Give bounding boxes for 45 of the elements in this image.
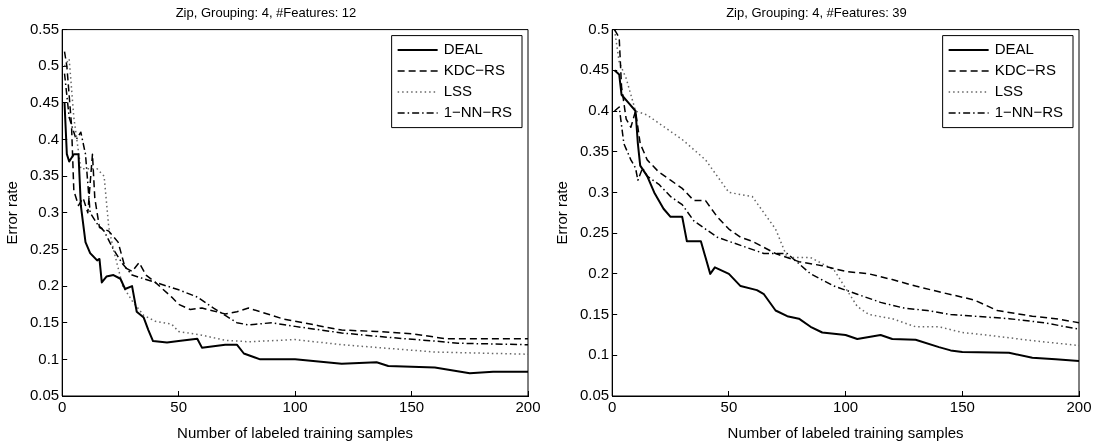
y-tick-label: 0.3 [588, 182, 610, 200]
y-axis-title: Error rate [553, 181, 571, 245]
chart-title: Zip, Grouping: 4, #Features: 39 [726, 5, 907, 21]
x-tick-label: 200 [515, 398, 541, 416]
x-tick-label: 0 [608, 398, 617, 416]
y-tick-label: 0.4 [38, 129, 60, 147]
y-tick-label: 0.05 [29, 386, 60, 404]
y-tick-label: 0.3 [38, 202, 60, 220]
y-tick-label: 0.5 [588, 19, 610, 37]
y-tick-label: 0.5 [38, 56, 60, 74]
legend-label: 1−NN−RS [994, 103, 1064, 121]
legend-label: LSS [443, 82, 472, 100]
legend-label: DEAL [443, 40, 483, 58]
y-tick-label: 0.25 [579, 223, 610, 241]
y-tick-label: 0.45 [579, 60, 610, 78]
x-tick-label: 50 [170, 398, 187, 416]
y-tick-label: 0.15 [579, 304, 610, 322]
legend-label: 1−NN−RS [443, 103, 513, 121]
legend-label: KDC−RS [994, 61, 1056, 79]
y-tick-label: 0.35 [29, 166, 60, 184]
y-tick-label: 0.25 [29, 239, 60, 257]
x-axis-title: Number of labeled training samples [177, 424, 414, 442]
legend-label: LSS [994, 82, 1023, 100]
y-tick-label: 0.55 [29, 19, 60, 37]
y-tick-label: 0.2 [38, 276, 60, 294]
y-tick-label: 0.2 [588, 264, 610, 282]
legend-label: DEAL [994, 40, 1034, 58]
x-axis-title: Number of labeled training samples [727, 424, 964, 442]
y-tick-label: 0.15 [29, 312, 60, 330]
x-tick-label: 50 [720, 398, 738, 416]
x-tick-label: 200 [1066, 398, 1092, 416]
chart-title: Zip, Grouping: 4, #Features: 12 [175, 5, 357, 21]
y-tick-label: 0.1 [38, 349, 60, 367]
y-tick-label: 0.45 [29, 93, 60, 111]
x-tick-label: 100 [282, 398, 308, 416]
x-tick-label: 0 [58, 398, 67, 416]
y-tick-label: 0.4 [588, 101, 610, 119]
y-tick-label: 0.35 [579, 141, 610, 159]
legend-label: KDC−RS [443, 61, 505, 79]
x-tick-label: 150 [399, 398, 425, 416]
y-tick-label: 0.1 [588, 345, 610, 363]
y-axis-title: Error rate [3, 181, 21, 245]
x-tick-label: 150 [949, 398, 975, 416]
x-tick-label: 100 [833, 398, 859, 416]
y-tick-label: 0.05 [579, 386, 610, 404]
